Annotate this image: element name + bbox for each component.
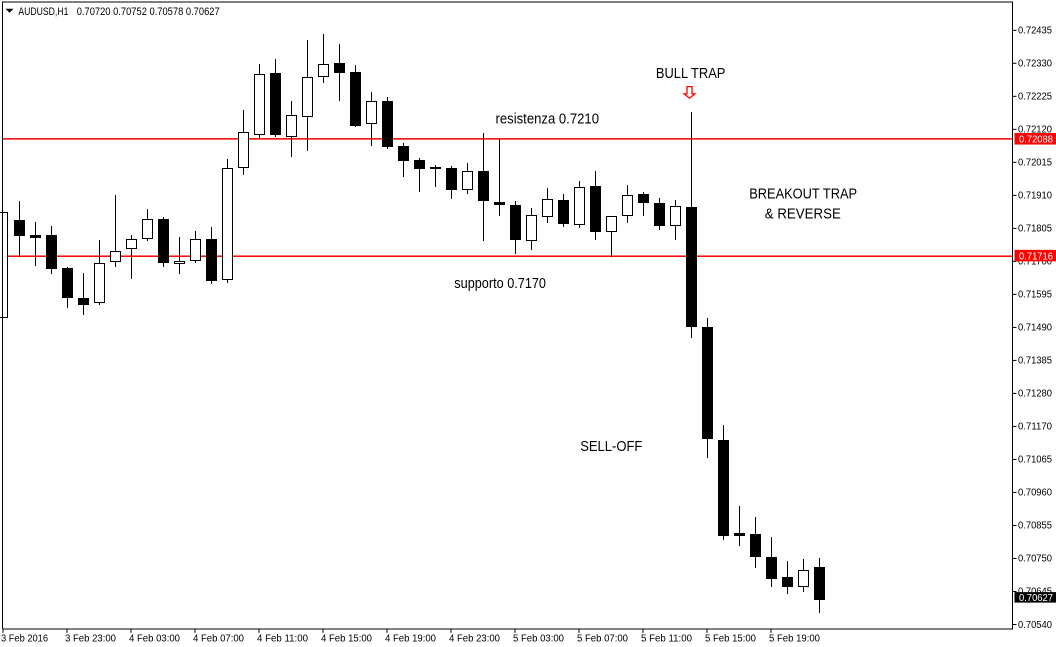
svg-text:AUDUSD,H1: AUDUSD,H1 bbox=[18, 6, 68, 18]
svg-text:BULL TRAP: BULL TRAP bbox=[656, 66, 726, 82]
svg-text:0.70540: 0.70540 bbox=[1018, 620, 1052, 631]
svg-text:0.71170: 0.71170 bbox=[1018, 422, 1052, 433]
svg-text:0.70627: 0.70627 bbox=[1019, 593, 1053, 604]
svg-text:3 Feb 23:00: 3 Feb 23:00 bbox=[65, 633, 116, 644]
svg-text:0.72225: 0.72225 bbox=[1018, 92, 1052, 103]
svg-text:4 Feb 15:00: 4 Feb 15:00 bbox=[321, 633, 372, 644]
svg-text:0.71385: 0.71385 bbox=[1018, 356, 1052, 367]
svg-text:5 Feb 15:00: 5 Feb 15:00 bbox=[705, 633, 756, 644]
svg-text:3 Feb 2016: 3 Feb 2016 bbox=[1, 633, 48, 644]
svg-text:0.71490: 0.71490 bbox=[1018, 323, 1052, 334]
svg-text:0.71595: 0.71595 bbox=[1018, 290, 1052, 301]
svg-text:0.71065: 0.71065 bbox=[1018, 455, 1052, 466]
svg-text:0.72330: 0.72330 bbox=[1018, 59, 1052, 70]
svg-text:& REVERSE: & REVERSE bbox=[765, 207, 841, 223]
svg-text:5 Feb 11:00: 5 Feb 11:00 bbox=[641, 633, 692, 644]
svg-text:0.70720 0.70752 0.70578 0.7062: 0.70720 0.70752 0.70578 0.70627 bbox=[77, 6, 220, 18]
svg-text:resistenza 0.7210: resistenza 0.7210 bbox=[496, 112, 600, 128]
svg-text:0.71716: 0.71716 bbox=[1019, 251, 1053, 262]
svg-text:0.71280: 0.71280 bbox=[1018, 389, 1052, 400]
svg-text:0.70855: 0.70855 bbox=[1018, 521, 1052, 532]
svg-text:4 Feb 23:00: 4 Feb 23:00 bbox=[449, 633, 500, 644]
svg-text:supporto 0.7170: supporto 0.7170 bbox=[454, 276, 546, 292]
svg-text:0.72120: 0.72120 bbox=[1018, 125, 1052, 136]
svg-text:SELL-OFF: SELL-OFF bbox=[580, 439, 642, 455]
svg-text:0.70960: 0.70960 bbox=[1018, 488, 1052, 499]
svg-text:4 Feb 11:00: 4 Feb 11:00 bbox=[257, 633, 308, 644]
svg-text:5 Feb 07:00: 5 Feb 07:00 bbox=[577, 633, 628, 644]
svg-text:4 Feb 07:00: 4 Feb 07:00 bbox=[193, 633, 244, 644]
svg-text:4 Feb 19:00: 4 Feb 19:00 bbox=[385, 633, 436, 644]
svg-text:0.71805: 0.71805 bbox=[1018, 224, 1052, 235]
svg-text:0.72015: 0.72015 bbox=[1018, 158, 1052, 169]
svg-text:0.70750: 0.70750 bbox=[1018, 554, 1052, 565]
svg-text:0.71910: 0.71910 bbox=[1018, 191, 1052, 202]
svg-text:0.72435: 0.72435 bbox=[1018, 26, 1052, 37]
svg-text:5 Feb 19:00: 5 Feb 19:00 bbox=[769, 633, 820, 644]
svg-text:5 Feb 03:00: 5 Feb 03:00 bbox=[513, 633, 564, 644]
svg-text:0.71700: 0.71700 bbox=[1018, 257, 1052, 268]
svg-text:0.72088: 0.72088 bbox=[1019, 135, 1053, 146]
svg-text:BREAKOUT TRAP: BREAKOUT TRAP bbox=[749, 187, 857, 203]
svg-text:4 Feb 03:00: 4 Feb 03:00 bbox=[129, 633, 180, 644]
